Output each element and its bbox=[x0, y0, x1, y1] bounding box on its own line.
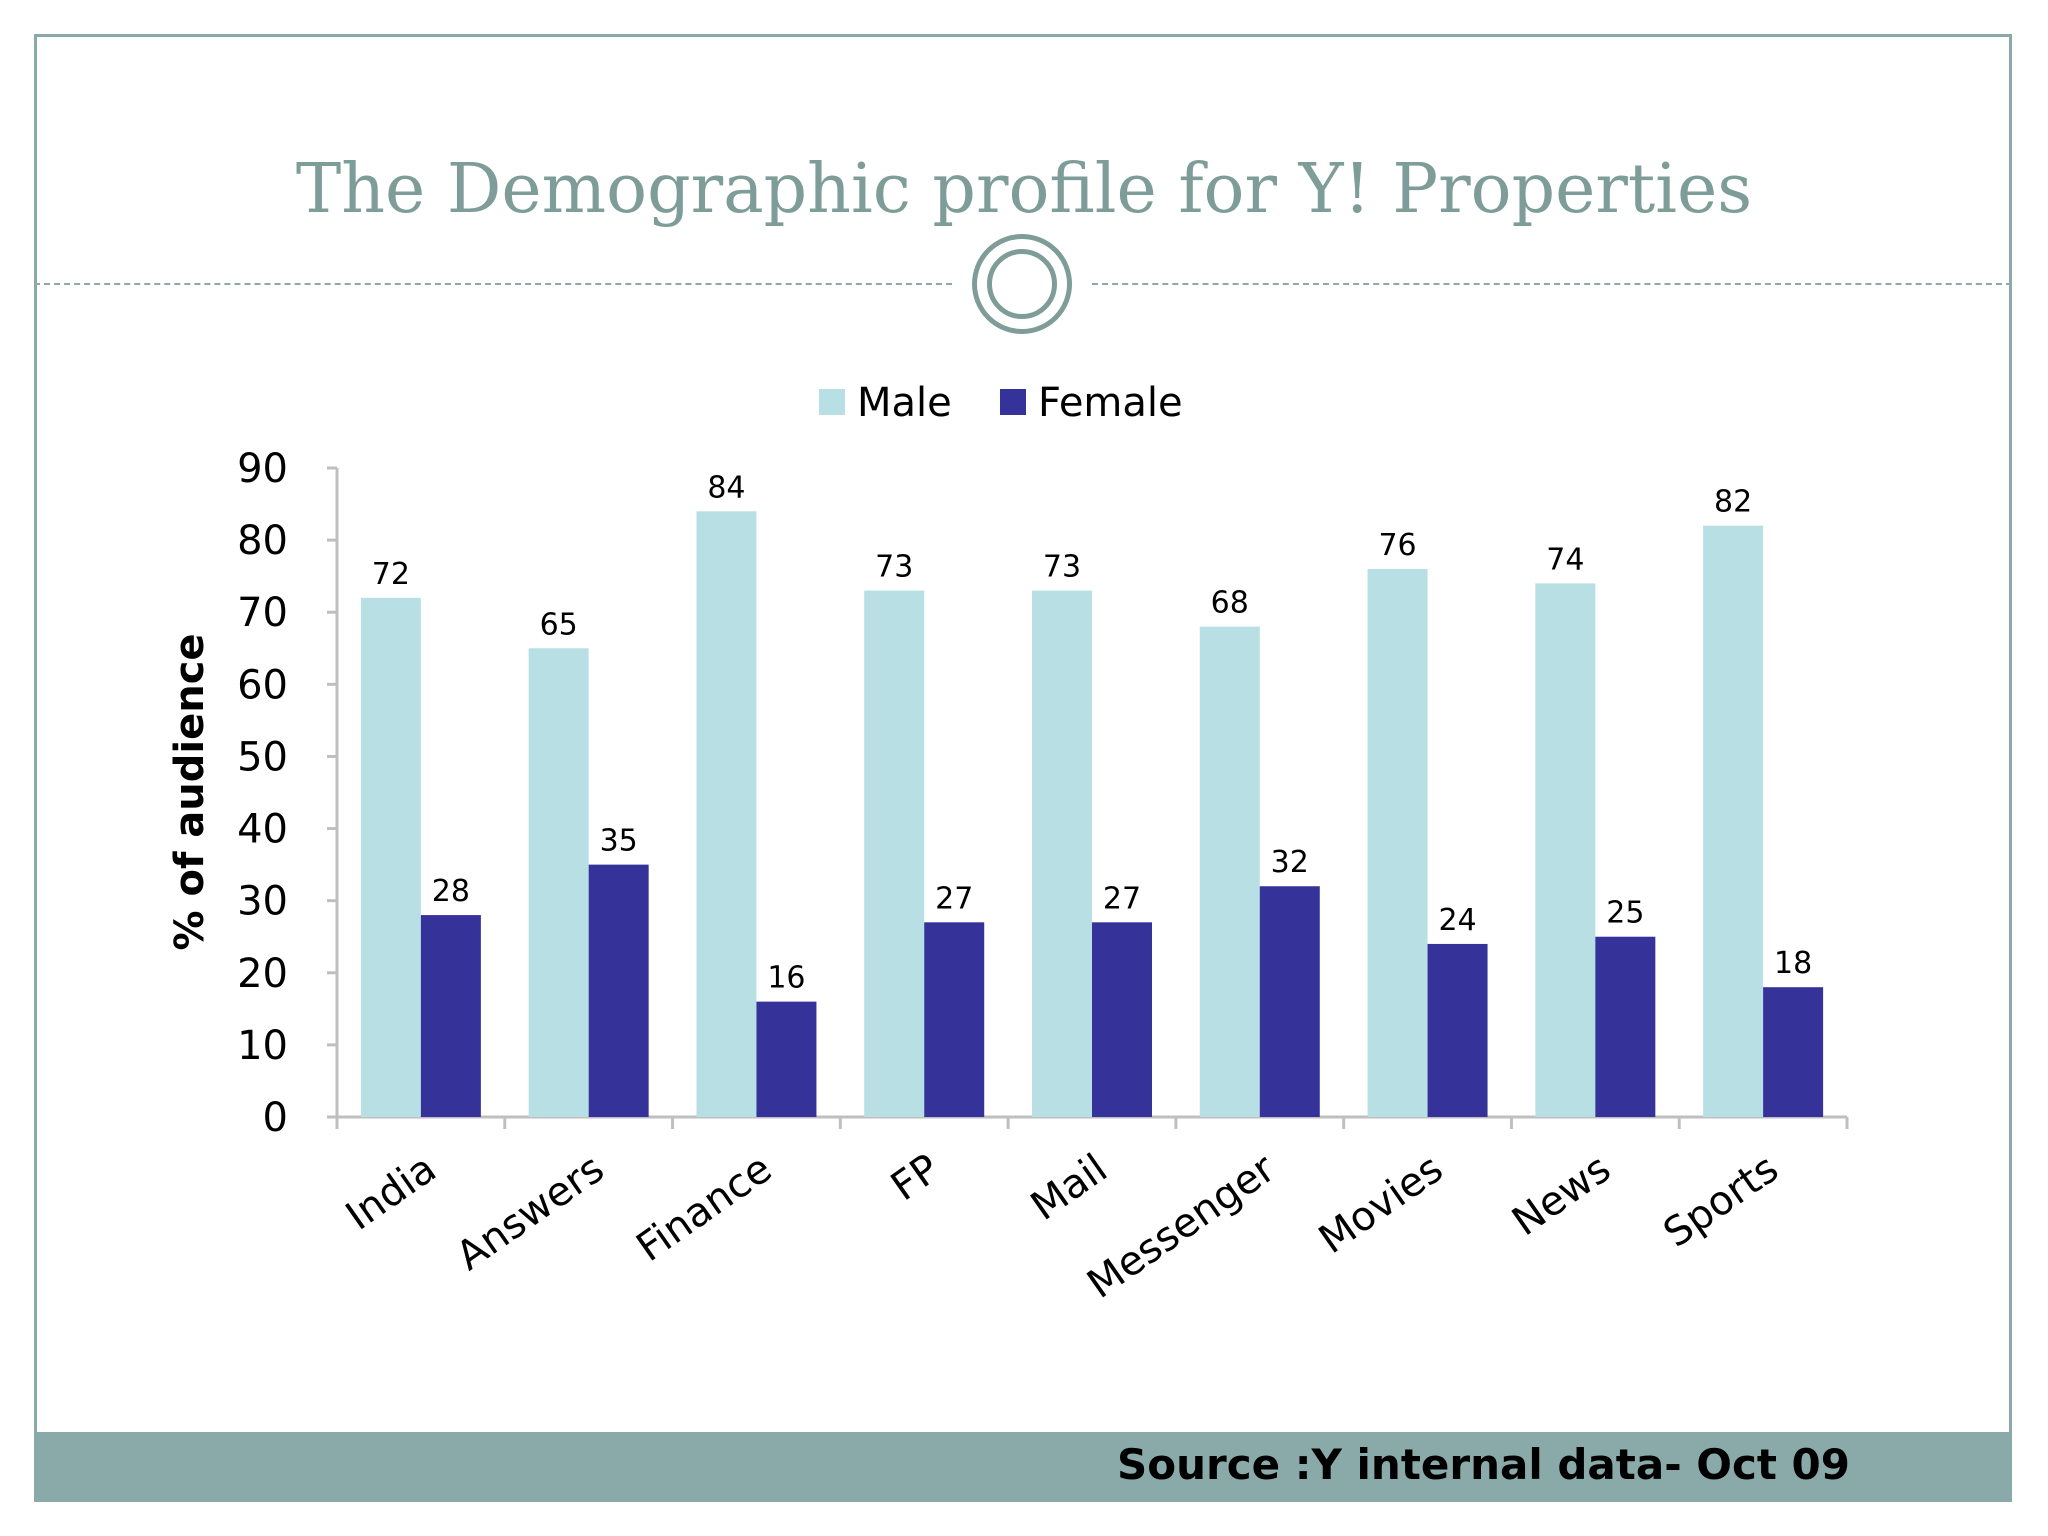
y-tick-label: 10 bbox=[237, 1023, 288, 1069]
data-label-male: 74 bbox=[1546, 542, 1584, 577]
legend-swatch-male bbox=[819, 389, 845, 415]
slide-title: The Demographic profile for Y! Propertie… bbox=[295, 150, 1753, 229]
data-label-male: 65 bbox=[540, 607, 578, 642]
y-tick-label: 80 bbox=[237, 518, 288, 564]
y-tick-label: 30 bbox=[237, 879, 288, 925]
y-axis-title: % of audience bbox=[167, 633, 213, 950]
data-label-male: 84 bbox=[707, 470, 745, 505]
data-label-female: 18 bbox=[1774, 946, 1812, 981]
x-category-label: Mail bbox=[1023, 1146, 1116, 1230]
data-label-male: 73 bbox=[1043, 550, 1081, 585]
data-label-male: 82 bbox=[1714, 485, 1752, 520]
data-label-female: 35 bbox=[600, 824, 638, 859]
x-category-label: FP bbox=[883, 1146, 948, 1211]
x-category-label: Sports bbox=[1655, 1146, 1786, 1257]
x-category-label: News bbox=[1504, 1146, 1619, 1246]
bar-chart: 0 10 20 30 40 50 60 70 80 90 % of audience 72 28 Indi… bbox=[167, 380, 1849, 1308]
bar-female bbox=[924, 922, 985, 1117]
bar-male bbox=[1535, 583, 1596, 1117]
footer-bar: Source :Y internal data- Oct 09 bbox=[34, 1432, 2012, 1502]
y-tick-label: 70 bbox=[237, 590, 288, 636]
data-label-female: 24 bbox=[1438, 903, 1476, 938]
bar-male bbox=[1199, 626, 1260, 1117]
data-label-male: 68 bbox=[1211, 586, 1249, 621]
bar-female bbox=[756, 1001, 817, 1117]
y-tick-label: 60 bbox=[237, 662, 288, 708]
bar-male bbox=[360, 597, 421, 1117]
legend-label-male: Male bbox=[857, 380, 952, 426]
x-category-label: Movies bbox=[1311, 1146, 1451, 1264]
bar-female bbox=[588, 864, 649, 1117]
bar-male bbox=[1367, 568, 1428, 1117]
legend-swatch-female bbox=[1000, 389, 1026, 415]
bar-male bbox=[528, 648, 589, 1117]
x-category-label: Messenger bbox=[1079, 1145, 1284, 1308]
title-divider-right bbox=[1092, 283, 2012, 285]
bar-male bbox=[1703, 525, 1764, 1117]
y-tick-label: 40 bbox=[237, 807, 288, 853]
data-label-male: 73 bbox=[875, 550, 913, 585]
bar-male bbox=[696, 511, 757, 1117]
bar-male bbox=[864, 590, 925, 1117]
title-divider-left bbox=[34, 283, 952, 285]
bar-female bbox=[420, 915, 481, 1117]
y-tick-label: 0 bbox=[263, 1095, 288, 1141]
data-label-female: 28 bbox=[432, 874, 470, 909]
x-category-label: India bbox=[338, 1146, 445, 1240]
data-label-female: 25 bbox=[1606, 896, 1644, 931]
source-note: Source :Y internal data- Oct 09 bbox=[1116, 1440, 1850, 1489]
bar-male bbox=[1032, 590, 1092, 1117]
x-category-label: Finance bbox=[628, 1146, 780, 1271]
legend-label-female: Female bbox=[1038, 380, 1183, 426]
data-label-female: 27 bbox=[1103, 881, 1141, 916]
y-tick-label: 50 bbox=[237, 734, 288, 780]
bar-female bbox=[1763, 987, 1824, 1117]
data-label-female: 27 bbox=[935, 881, 973, 916]
data-label-male: 76 bbox=[1378, 528, 1416, 563]
bar-female bbox=[1427, 943, 1488, 1117]
x-category-label: Answers bbox=[448, 1146, 612, 1280]
data-label-male: 72 bbox=[372, 557, 410, 592]
circle-ornament-inner bbox=[987, 249, 1057, 319]
bar-female bbox=[1092, 922, 1152, 1117]
data-label-female: 32 bbox=[1271, 845, 1309, 880]
y-tick-label: 90 bbox=[237, 446, 288, 492]
data-label-female: 16 bbox=[767, 961, 805, 996]
circle-ornament-icon bbox=[972, 234, 1072, 334]
y-tick-label: 20 bbox=[237, 951, 288, 997]
bar-female bbox=[1259, 886, 1320, 1117]
bar-female bbox=[1595, 936, 1656, 1117]
